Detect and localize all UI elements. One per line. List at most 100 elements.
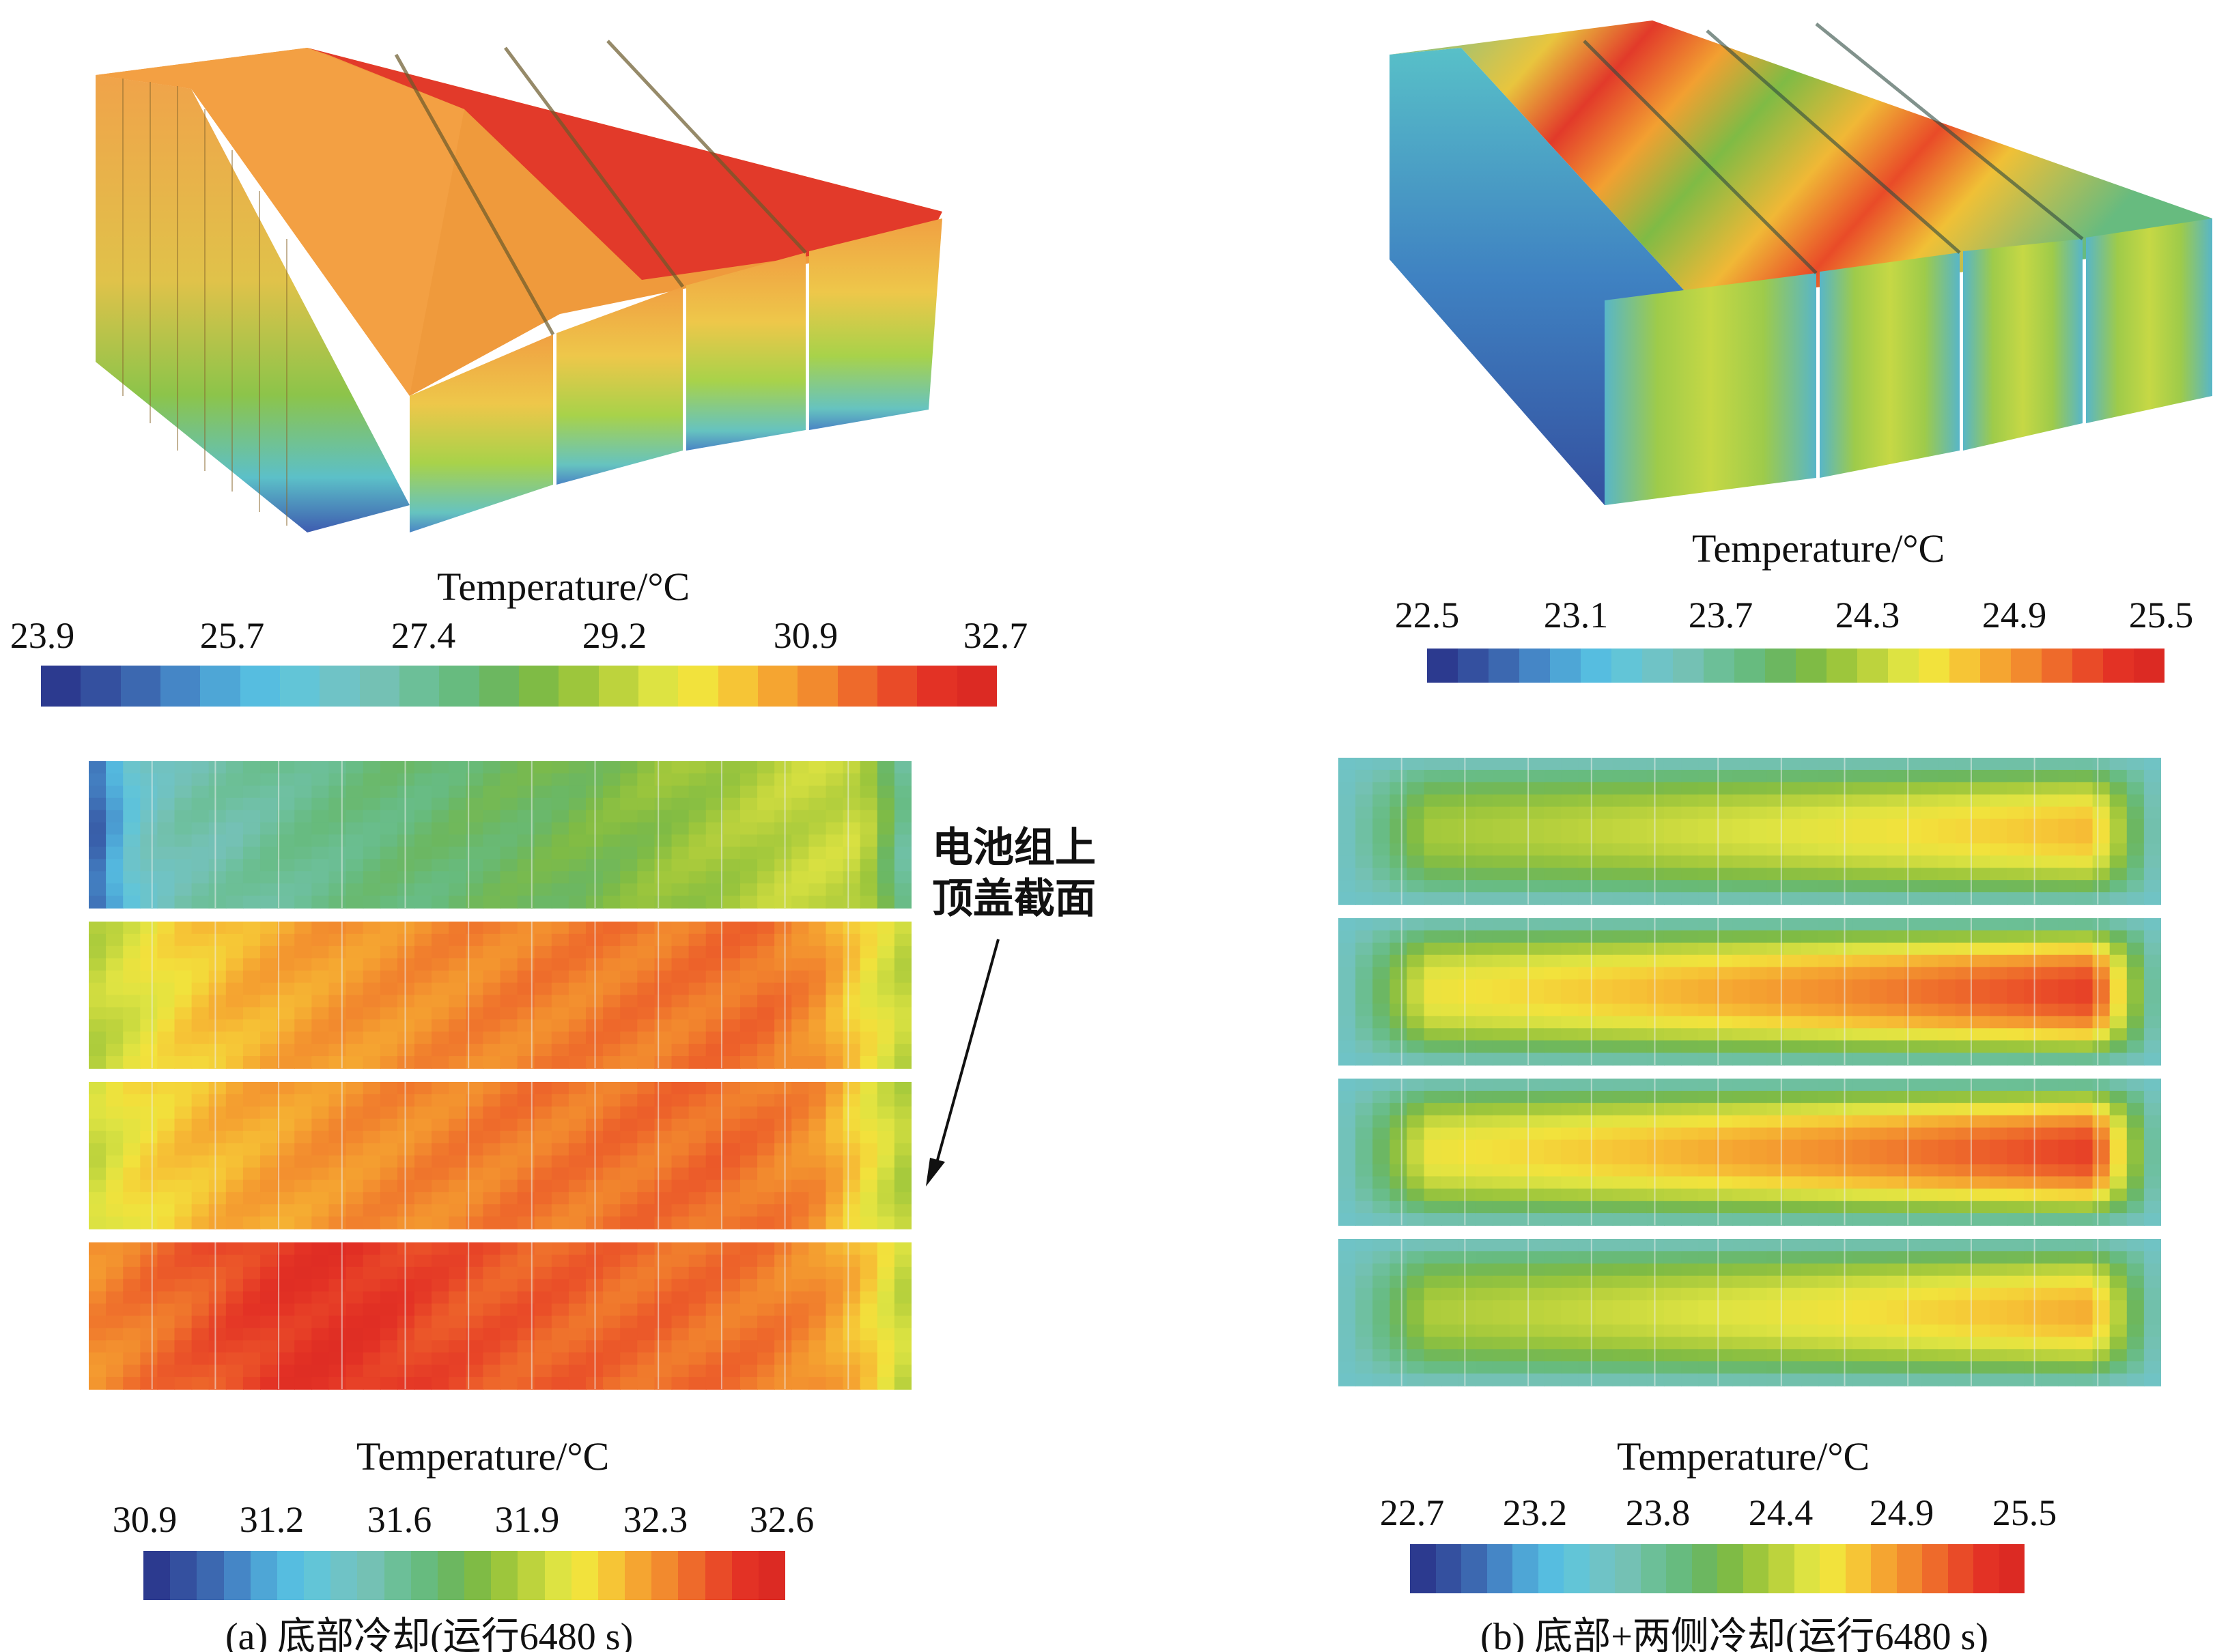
heatmap-row [1338,758,2161,905]
heatmap-cell [1801,1115,1819,1128]
heatmap-cell [568,1143,587,1156]
heatmap-cell [808,1056,827,1069]
heatmap-cell [1715,1349,1734,1362]
heatmap-cell [1732,1201,1751,1214]
heatmap-cell [620,1031,638,1044]
heatmap-cell [620,822,638,836]
heatmap-cell [328,1167,347,1181]
heatmap-cell [705,1291,724,1305]
heatmap-cell [1938,930,1956,943]
heatmap-cell [89,1352,107,1365]
heatmap-cell [2007,1079,2025,1092]
heatmap-cell [1989,1349,2007,1362]
heatmap-cell [277,1352,296,1365]
heatmap-cell [225,896,244,909]
heatmap-cell [346,785,364,799]
heatmap-cell [2109,918,2128,931]
heatmap-cell [89,1303,107,1317]
heatmap-cell [671,797,690,811]
heatmap-cell [397,933,415,947]
heatmap-cell [2058,758,2076,771]
heatmap-cell [1612,930,1631,943]
heatmap-cell [1595,831,1613,844]
heatmap-cell [2024,1016,2042,1029]
heatmap-cell [242,1365,261,1378]
heatmap-cell [1544,942,1562,956]
heatmap-cell [1715,1324,1734,1338]
heatmap-cell [1698,855,1717,869]
heatmap-cell [1938,991,1956,1005]
heatmap-cell [157,834,175,848]
heatmap-cell [1612,979,1631,993]
heatmap-cell [1766,855,1785,869]
heatmap-cell [380,1044,398,1057]
heatmap-cell [1818,880,1836,893]
heatmap-cell [414,1007,432,1021]
heatmap-cell [826,1130,844,1144]
heatmap-cell [260,1007,278,1021]
heatmap-cell [1938,1139,1956,1153]
heatmap-cell [89,822,107,836]
heatmap-cell [826,1365,844,1378]
heatmap-cell [654,1031,673,1044]
heatmap-cell [174,1106,193,1120]
heatmap-cell [534,896,552,909]
heatmap-cell [791,1082,810,1095]
heatmap-cell [826,933,844,947]
heatmap-cell [346,1044,364,1057]
heatmap-cell [1492,818,1510,832]
heatmap-cell [722,1216,741,1229]
heatmap-cell [1921,818,1939,832]
heatmap-cell [483,859,501,872]
heatmap-cell [277,1204,296,1217]
heatmap-cell [1612,1300,1631,1313]
colorbar-swatch [1458,649,1489,683]
heatmap-cell [397,1094,415,1107]
heatmap-cell [1801,1102,1819,1116]
heatmap-cell [1544,758,1562,771]
heatmap-cell [1527,880,1545,893]
heatmap-cell [89,1377,107,1390]
heatmap-cell [1544,782,1562,795]
heatmap-cell [294,933,313,947]
heatmap-cell [1870,892,1888,905]
heatmap-cell [2143,855,2161,869]
heatmap-cell [1527,806,1545,820]
heatmap-cell [843,1303,861,1317]
heatmap-cell [2007,930,2025,943]
heatmap-cell [397,1180,415,1193]
heatmap-cell [466,1216,484,1229]
heatmap-cell [808,1143,827,1156]
heatmap-cell [1578,1115,1596,1128]
heatmap-cell [1887,1373,1905,1386]
heatmap-cell [157,1328,175,1341]
heatmap-cell [1766,880,1785,893]
heatmap-cell [568,922,587,935]
heatmap-cell [1818,782,1836,795]
heatmap-cell [1475,1016,1493,1029]
heatmap-cell [2143,1201,2161,1214]
heatmap-cell [1766,1152,1785,1165]
heatmap-cell [894,1242,912,1255]
colorbar-swatch [1717,1544,1743,1593]
heatmap-cell [1938,1090,1956,1104]
colorbar-swatch [1550,649,1581,683]
heatmap-cell [620,1377,638,1390]
heatmap-cell [1441,1239,1459,1252]
heatmap-cell [1612,1287,1631,1301]
heatmap-cell [757,859,775,872]
heatmap-cell [654,922,673,935]
heatmap-cell [1595,1275,1613,1289]
heatmap-cell [2024,1349,2042,1362]
heatmap-cell [1681,1251,1699,1264]
heatmap-cell [860,1266,878,1280]
heatmap-cell [1818,967,1836,980]
heatmap-cell [1749,855,1768,869]
colorbar-swatch [1827,649,1857,683]
heatmap-cell [174,1279,193,1292]
heatmap-cell [294,922,313,935]
heatmap-cell [140,1377,158,1390]
heatmap-cell [1681,1016,1699,1029]
heatmap-cell [1955,868,1973,881]
heatmap-cell [654,970,673,984]
